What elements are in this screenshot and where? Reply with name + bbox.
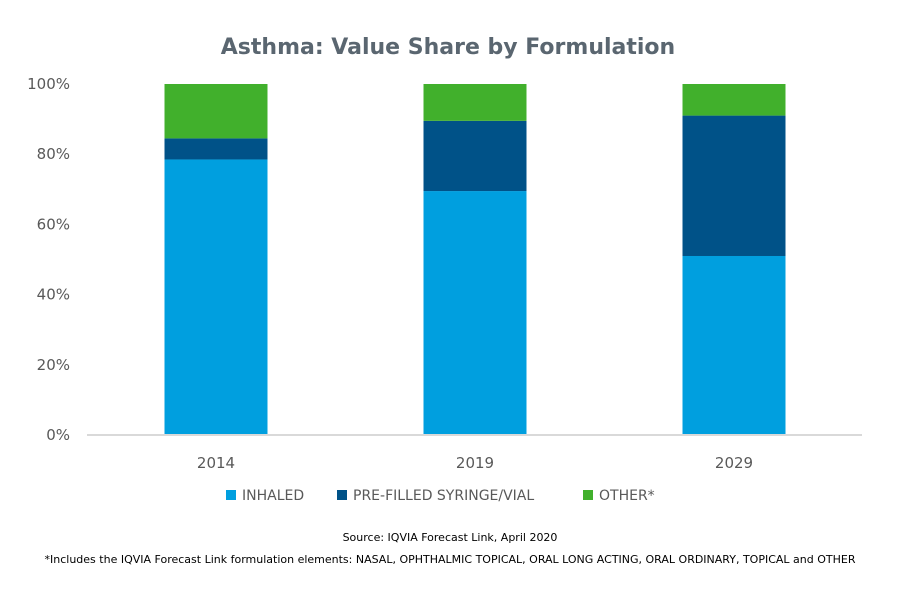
footnote: *Includes the IQVIA Forecast Link formul… (45, 553, 856, 566)
legend-label: INHALED (242, 488, 304, 504)
chart-title: Asthma: Value Share by Formulation (221, 35, 675, 60)
bar-segment-other-2029 (682, 84, 786, 116)
legend: INHALED PRE-FILLED SYRINGE/VIAL OTHER* (226, 488, 655, 504)
bar-segment-inhaled-2029 (682, 255, 786, 435)
y-axis-tick-labels: 0% 20% 40% 60% 80% 100% (27, 75, 70, 444)
y-tick-label: 100% (27, 75, 70, 93)
y-tick-label: 0% (46, 426, 70, 444)
x-tick-label: 2014 (197, 454, 235, 472)
legend-label: OTHER* (599, 488, 655, 504)
legend-swatch (337, 490, 347, 500)
y-tick-label: 20% (37, 356, 70, 374)
bar-segment-other-2019 (423, 84, 527, 121)
x-tick-label: 2019 (456, 454, 494, 472)
bar-segment-pre-filled-syringe-vial-2019 (423, 120, 527, 192)
bar-segment-pre-filled-syringe-vial-2014 (164, 138, 268, 160)
bars (164, 84, 786, 435)
legend-swatch (583, 490, 593, 500)
source-note: Source: IQVIA Forecast Link, April 2020 (343, 531, 558, 544)
bar-segment-inhaled-2019 (423, 191, 527, 435)
bar-segment-other-2014 (164, 84, 268, 139)
y-tick-label: 80% (37, 145, 70, 163)
legend-label: PRE-FILLED SYRINGE/VIAL (353, 488, 534, 504)
bar-segment-inhaled-2014 (164, 159, 268, 435)
x-tick-label: 2029 (715, 454, 753, 472)
y-tick-label: 60% (37, 215, 70, 233)
bar-segment-pre-filled-syringe-vial-2029 (682, 115, 786, 256)
x-axis-tick-labels: 2014 2019 2029 (197, 454, 753, 472)
y-tick-label: 40% (37, 286, 70, 304)
legend-swatch (226, 490, 236, 500)
